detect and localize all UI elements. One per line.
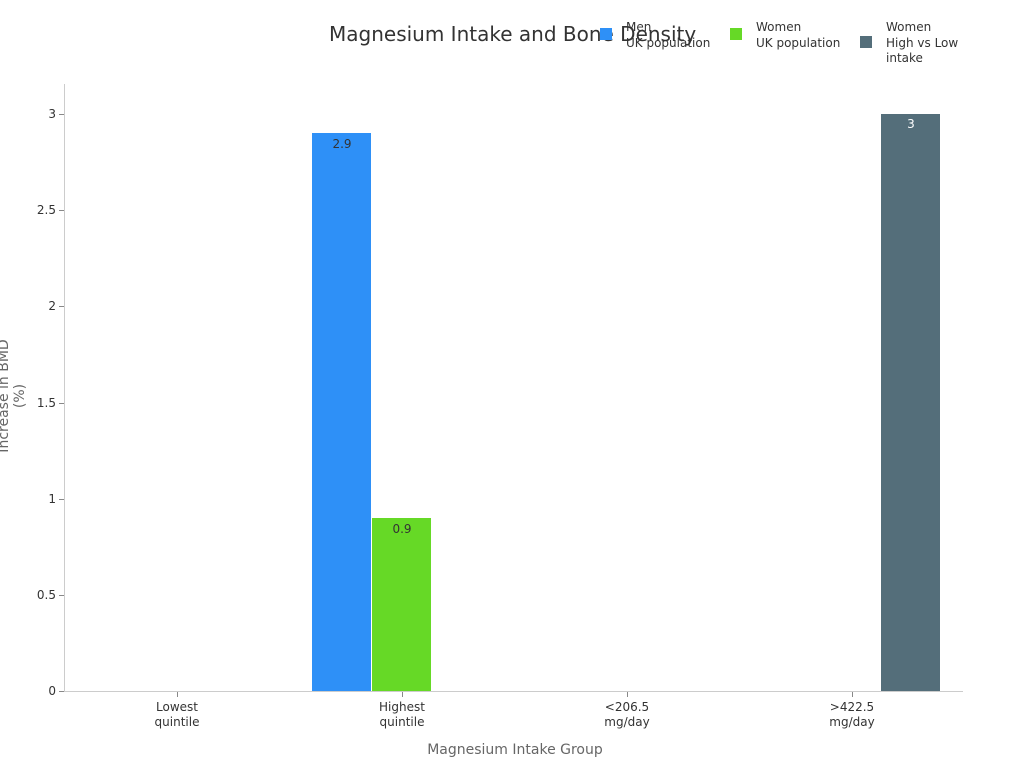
y-tick [59,499,64,500]
legend-swatch-women-uk [730,28,742,40]
y-tick [59,210,64,211]
y-tick-label: 2 [48,299,56,313]
y-axis-label: Increase in BMD (%) [0,339,28,453]
legend-label: Women High vs Low intake [886,20,959,65]
y-tick-label: 1 [48,492,56,506]
bar-value-label: 0.9 [392,522,412,536]
x-tick-label: Lowest quintile [154,700,200,729]
x-tick [402,692,403,697]
y-tick-label: 3 [48,107,56,121]
y-tick-label: 0 [48,684,56,698]
bar-value-label: 3 [907,117,915,131]
bar-women-uk-highest-quintile[interactable] [372,518,431,691]
x-tick [177,692,178,697]
x-tick-label: Highest quintile [379,700,425,729]
y-tick [59,691,64,692]
y-tick [59,114,64,115]
legend-label: Women UK population [756,20,841,50]
y-tick-label: 0.5 [36,588,56,602]
legend-swatch-men [600,28,612,40]
y-axis-line [64,84,65,692]
x-axis-label: Magnesium Intake Group [427,742,603,758]
y-tick-label: 2.5 [36,203,56,217]
legend-swatch-women-hl [860,36,872,48]
bar-women-high-low-422[interactable] [881,114,940,691]
chart-title: Magnesium Intake and Bone Density [329,22,697,46]
y-tick [59,595,64,596]
y-tick-label: 1.5 [36,396,56,410]
x-tick-label: >422.5 mg/day [829,700,875,729]
x-tick [627,692,628,697]
x-tick [852,692,853,697]
bar-value-label: 2.9 [332,137,352,151]
bar-men-highest-quintile[interactable] [312,133,371,691]
legend-label: Men UK population [626,20,711,50]
x-tick-label: <206.5 mg/day [604,700,650,729]
x-axis-line [64,691,963,692]
y-tick [59,403,64,404]
y-tick [59,306,64,307]
